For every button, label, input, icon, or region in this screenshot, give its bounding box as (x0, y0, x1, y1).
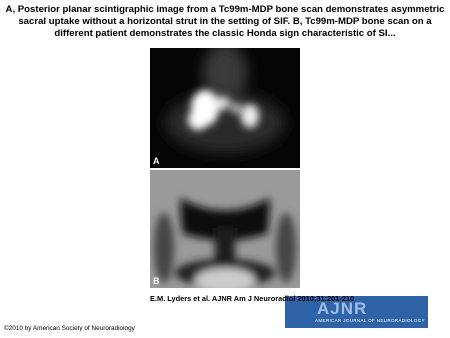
uptake-hotspots (188, 90, 259, 130)
panel-label: A (153, 156, 160, 166)
logo-name: AJNR (317, 299, 368, 318)
panel-label: B (153, 276, 160, 286)
logo-subtitle: AMERICAN JOURNAL OF NEURORADIOLOGY (315, 318, 425, 323)
figure: A B (150, 48, 300, 288)
journal-logo: AJNR AMERICAN JOURNAL OF NEURORADIOLOGY (285, 296, 428, 328)
copyright: ©2010 by American Society of Neuroradiol… (4, 325, 135, 332)
citation: E.M. Lyders et al. AJNR Am J Neuroradiol… (150, 294, 355, 303)
honda-sign (154, 198, 296, 288)
slide-title: A, Posterior planar scintigraphic image … (5, 4, 445, 39)
